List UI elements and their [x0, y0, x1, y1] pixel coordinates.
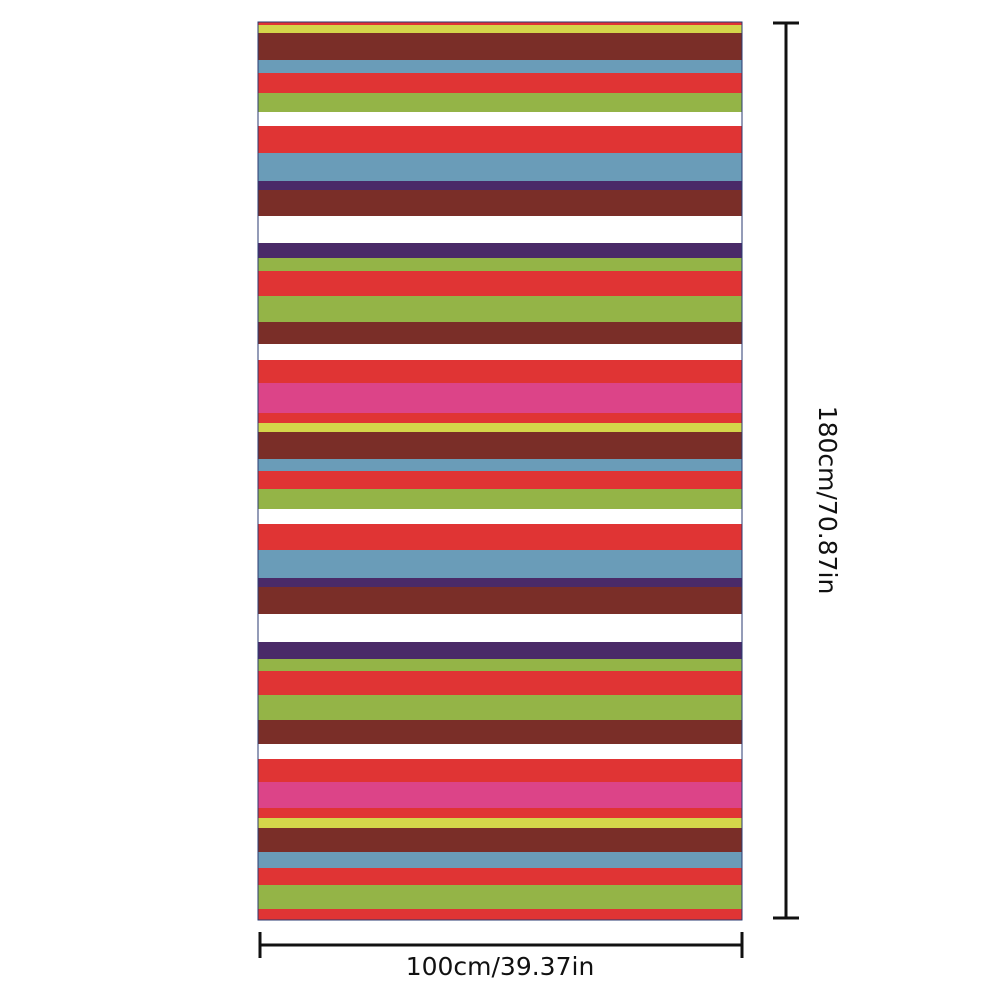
stripe — [258, 258, 742, 271]
stripe — [258, 489, 742, 509]
stripe — [258, 759, 742, 782]
stripe — [258, 659, 742, 671]
stripe — [258, 909, 742, 920]
stripe — [258, 578, 742, 587]
stripe — [258, 782, 742, 808]
stripe — [258, 93, 742, 112]
stripe — [258, 153, 742, 181]
stripe — [258, 60, 742, 73]
stripe — [258, 868, 742, 885]
stripe — [258, 296, 742, 322]
stripe — [258, 432, 742, 459]
stripe — [258, 671, 742, 695]
stripe — [258, 33, 742, 60]
width-dimension: 100cm/39.37in — [258, 932, 744, 981]
stripe — [258, 524, 742, 550]
height-label: 180cm/70.87in — [813, 406, 842, 595]
stripe — [258, 471, 742, 489]
stripe — [258, 112, 742, 126]
stripe — [258, 243, 742, 258]
striped-towel — [258, 22, 742, 920]
stripe — [258, 744, 742, 759]
stripe — [258, 614, 742, 642]
stripe — [258, 818, 742, 828]
stripe — [258, 190, 742, 216]
stripe — [258, 808, 742, 818]
stripe — [258, 587, 742, 614]
stripe — [258, 828, 742, 852]
stripe — [258, 25, 742, 33]
stripe — [258, 885, 742, 909]
stripe — [258, 73, 742, 93]
towel-outline — [257, 21, 743, 921]
stripe — [258, 383, 742, 413]
stripe — [258, 22, 742, 25]
stripe — [258, 509, 742, 524]
width-label: 100cm/39.37in — [406, 952, 595, 981]
stripe — [258, 642, 742, 659]
stripe — [258, 550, 742, 578]
stripe — [258, 271, 742, 296]
stripe — [258, 322, 742, 344]
stripe — [258, 459, 742, 471]
height-dimension: 180cm/70.87in — [773, 21, 842, 920]
stripe — [258, 344, 742, 360]
stripe — [258, 423, 742, 432]
stripe — [258, 720, 742, 744]
stripe — [258, 181, 742, 190]
stripe — [258, 695, 742, 720]
stripe — [258, 216, 742, 243]
stripe — [258, 413, 742, 423]
stripe — [258, 126, 742, 153]
stripe — [258, 360, 742, 383]
stripe — [258, 852, 742, 868]
